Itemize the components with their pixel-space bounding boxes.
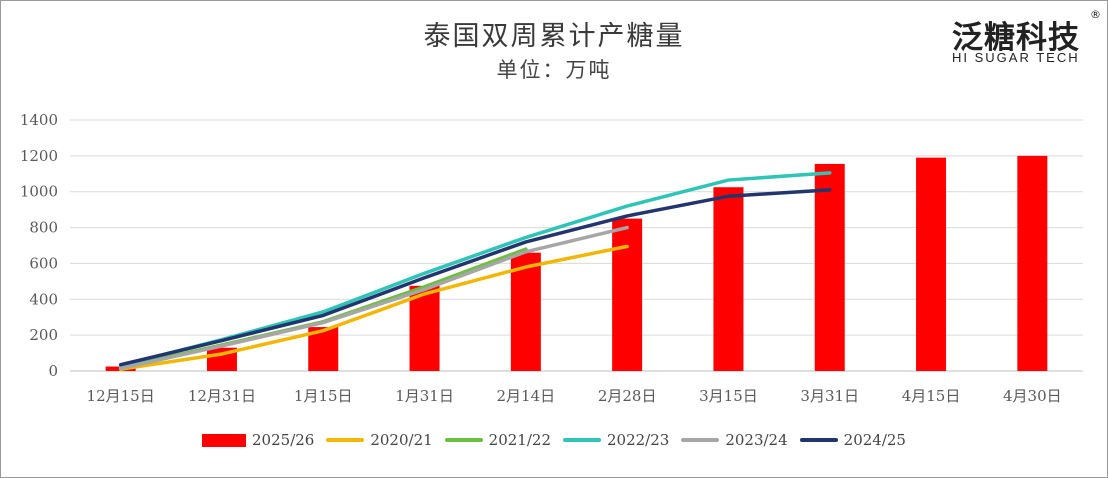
y-tick-label: 800: [29, 219, 58, 237]
y-tick-label: 1200: [20, 147, 58, 165]
series-line: [118, 244, 629, 371]
legend-item: 2021/22: [444, 431, 551, 449]
legend-label: 2024/25: [843, 431, 906, 449]
x-tick-label: 12月15日: [87, 387, 155, 405]
x-tick-label: 3月15日: [699, 387, 758, 405]
x-tick-label: 4月15日: [902, 387, 961, 405]
x-tick-label: 4月30日: [1003, 387, 1062, 405]
y-tick-label: 1000: [20, 183, 58, 201]
y-tick-label: 0: [48, 362, 58, 380]
bar: [814, 163, 845, 371]
legend-swatch: [326, 438, 365, 442]
legend-label: 2020/21: [370, 431, 433, 449]
bar: [713, 187, 744, 371]
legend-item: 2024/25: [799, 431, 906, 449]
y-tick-label: 600: [29, 254, 58, 272]
legend-swatch: [681, 438, 720, 442]
x-tick-label: 3月31日: [800, 387, 859, 405]
bar: [1017, 155, 1048, 371]
x-tick-label: 2月14日: [497, 387, 556, 405]
x-tick-label: 1月31日: [395, 387, 454, 405]
chart-subtitle: 单位：万吨: [496, 58, 612, 82]
x-tick-label: 1月15日: [294, 387, 353, 405]
bar: [612, 218, 643, 371]
legend-label: 2023/24: [725, 431, 788, 449]
legend-swatch: [799, 438, 838, 442]
y-tick-label: 400: [29, 290, 58, 308]
x-tick-label: 12月31日: [188, 387, 256, 405]
y-tick-label: 1400: [20, 111, 58, 129]
bar: [409, 285, 440, 371]
legend-label: 2021/22: [488, 431, 551, 449]
y-tick-label: 200: [29, 326, 58, 344]
legend-label: 2022/23: [607, 431, 670, 449]
legend-label: 2025/26: [252, 431, 315, 449]
legend-swatch: [563, 438, 601, 442]
legend-swatch: [202, 433, 247, 447]
registered-mark: ®: [1090, 8, 1101, 21]
legend-item: 2023/24: [681, 431, 788, 449]
legend-item: 2025/26: [202, 431, 314, 449]
series-line: [118, 188, 832, 367]
series-line: [118, 225, 629, 371]
brand-logo-text: HI SUGAR TECH: [952, 50, 1080, 65]
x-tick-label: 2月28日: [598, 387, 657, 405]
chart-title: 泰国双周累计产糖量: [423, 21, 685, 52]
bar: [916, 157, 947, 371]
legend-item: 2020/21: [326, 431, 433, 449]
bar: [510, 252, 541, 371]
legend-item: 2022/23: [563, 431, 669, 449]
legend-swatch: [444, 438, 483, 442]
brand-logo: 泛糖科技: [952, 20, 1080, 56]
chart-legend: 2025/26 2020/21 2021/22 2022/23 2023/24 2024/…: [0, 431, 1108, 449]
